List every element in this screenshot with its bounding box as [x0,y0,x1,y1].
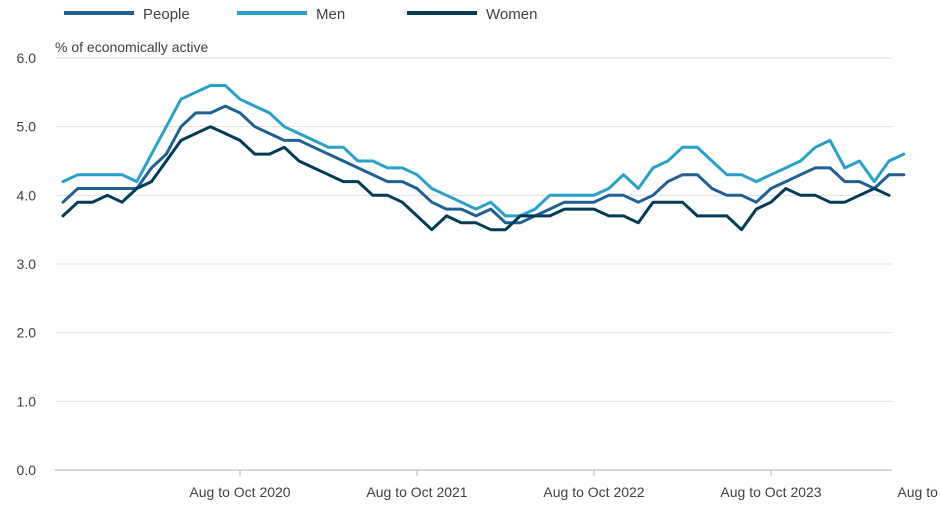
legend: People Men Women [64,6,537,23]
x-tick-label: Aug to Oct 2024 [897,484,940,500]
gridlines [55,57,892,471]
y-tick-label: 3.0 [17,256,37,272]
y-tick-label: 6.0 [17,50,37,66]
series-line-women [61,125,891,232]
y-tick-label: 5.0 [17,119,37,135]
x-tick-label: Aug to Oct 2023 [720,484,821,500]
x-tick-label: Aug to Oct 2021 [366,484,467,500]
y-axis-label: % of economically active [55,39,209,55]
y-tick-label: 0.0 [17,462,37,478]
y-axis-ticks: 0.0 1.0 2.0 3.0 4.0 5.0 6.0 [17,50,37,478]
x-tick-label: Aug to Oct 2020 [189,484,290,500]
legend-label-women: Women [486,6,537,23]
series-line-men [61,84,906,218]
series-line-people [61,104,906,225]
legend-label-men: Men [316,6,345,23]
series-lines [61,84,906,232]
y-tick-label: 4.0 [17,187,37,203]
x-axis: Aug to Oct 2020 Aug to Oct 2021 Aug to Oct… [189,470,940,500]
y-tick-label: 1.0 [17,393,37,409]
x-tick-label: Aug to Oct 2022 [543,484,644,500]
legend-label-people: People [143,6,190,23]
y-tick-label: 2.0 [17,325,37,341]
